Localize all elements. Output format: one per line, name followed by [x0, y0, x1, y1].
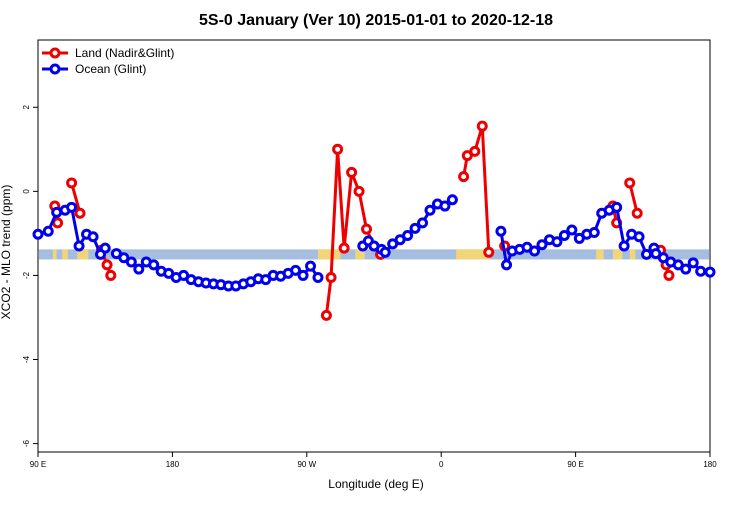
- series-1-point-3-13: [588, 227, 600, 239]
- y-tick-label-4: -6: [22, 439, 31, 447]
- series-1-point-2-12: [439, 200, 451, 212]
- series-0-line-4: [462, 124, 491, 253]
- x-tick-label-4: 90 E: [567, 460, 583, 469]
- series-1-point-1-2: [125, 256, 137, 268]
- ocean-band: [39, 249, 709, 260]
- y-tick-label-0: 2: [22, 104, 31, 109]
- series-0-point-7-1: [631, 207, 643, 219]
- land-band-segment-8: [629, 249, 636, 260]
- series-0-point-3-1: [325, 272, 337, 284]
- x-tick-label-3: 0: [439, 460, 444, 469]
- series-1-point-0-2: [51, 206, 63, 218]
- land-band-segment-4: [355, 249, 365, 260]
- legend-ocean-marker: [49, 63, 61, 75]
- legend-land-label: Land (Nadir&Glint): [75, 46, 174, 60]
- y-tick-label-3: -4: [22, 355, 31, 363]
- series-0-point-3-4: [346, 166, 358, 178]
- series-0: [49, 120, 675, 321]
- land-band-segment-2: [77, 249, 89, 260]
- series-0-point-4-0: [458, 171, 470, 183]
- series-0-point-2-1: [101, 259, 113, 271]
- series-1-point-0-7: [87, 231, 99, 243]
- land-band-segment-7: [612, 249, 623, 260]
- series-0-point-3-0: [320, 309, 332, 321]
- series-0-point-1-0: [66, 177, 78, 189]
- series-1-point-3-20: [641, 248, 653, 260]
- y-tick-label-2: -2: [22, 271, 31, 279]
- series-0-point-2-2: [105, 269, 117, 281]
- series-1-point-2-13: [446, 194, 458, 206]
- x-tick-label-0: 90 E: [30, 460, 46, 469]
- land-band-segment-0: [52, 249, 57, 260]
- series-0-point-1-1: [74, 207, 86, 219]
- legend-ocean-label: Ocean (Glint): [75, 62, 146, 76]
- y-tick-label-1: 0: [22, 189, 31, 194]
- series-1-point-3-5: [529, 245, 541, 257]
- band-layer: [39, 249, 709, 260]
- x-tick-label-1: 180: [166, 460, 180, 469]
- series-1-point-3-16: [611, 201, 623, 213]
- series-layer: [32, 120, 716, 321]
- series-0-point-3-6: [361, 223, 373, 235]
- legend: Land (Nadir&Glint) Ocean (Glint): [42, 46, 174, 76]
- series-1-point-0-1: [42, 225, 54, 237]
- series-1-point-1-3: [133, 263, 145, 275]
- series-0-point-4-2: [469, 145, 481, 157]
- chart-title: 5S-0 January (Ver 10) 2015-01-01 to 2020…: [199, 12, 553, 29]
- series-1-point-1-5: [148, 259, 160, 271]
- series-1-point-4-7: [704, 266, 716, 278]
- series-0-point-3-2: [332, 143, 344, 155]
- series-1-point-3-17: [618, 240, 630, 252]
- y-axis-label: XCO2 - MLO trend (ppm): [0, 185, 13, 320]
- land-band-segment-3: [318, 249, 341, 260]
- series-1-point-3-6: [536, 239, 548, 251]
- series-0-point-7-0: [624, 177, 636, 189]
- series-1-point-3-9: [558, 229, 570, 241]
- series-0-point-3-5: [353, 185, 365, 197]
- x-tick-label-2: 90 W: [297, 460, 316, 469]
- series-1-point-4-6: [695, 265, 707, 277]
- series-1-point-1-24: [290, 264, 302, 276]
- series-1: [32, 194, 716, 292]
- land-band-segment-5: [456, 249, 490, 260]
- series-1-point-3-8: [551, 236, 563, 248]
- series-0-point-8-2: [663, 269, 675, 281]
- series-1-point-2-4: [379, 246, 391, 258]
- x-tick-label-5: 180: [703, 460, 717, 469]
- series-1-point-0-0: [32, 228, 44, 240]
- series-1-point-3-1: [501, 259, 513, 271]
- axis-layer: 90 E 180 90 W 0 90 E 180 2 0 -2 -4 -6: [22, 104, 717, 469]
- series-1-point-4-5: [687, 257, 699, 269]
- series-1-point-1-25: [297, 269, 309, 281]
- series-1-point-3-10: [566, 224, 578, 236]
- legend-land-marker: [49, 47, 61, 59]
- series-1-point-3-0: [495, 225, 507, 237]
- series-1-point-2-7: [402, 229, 414, 241]
- series-1-point-4-4: [680, 263, 692, 275]
- series-1-point-2-9: [417, 217, 429, 229]
- land-band-segment-6: [596, 249, 604, 260]
- series-1-point-3-19: [633, 231, 645, 243]
- series-1-line-0: [37, 205, 107, 256]
- series-1-point-2-10: [424, 204, 436, 216]
- series-1-point-0-9: [99, 242, 111, 254]
- series-0-point-4-3: [476, 120, 488, 132]
- series-0-point-4-4: [483, 246, 495, 258]
- x-axis-label: Longitude (deg E): [328, 477, 423, 491]
- series-1-point-1-26: [305, 260, 317, 272]
- series-0-point-3-3: [338, 242, 350, 254]
- series-1-point-0-5: [73, 240, 85, 252]
- series-1-point-0-4: [66, 201, 78, 213]
- series-1-point-2-8: [409, 222, 421, 234]
- series-1-point-1-27: [312, 272, 324, 284]
- land-band-segment-1: [62, 249, 68, 260]
- plot-frame: [37, 39, 711, 453]
